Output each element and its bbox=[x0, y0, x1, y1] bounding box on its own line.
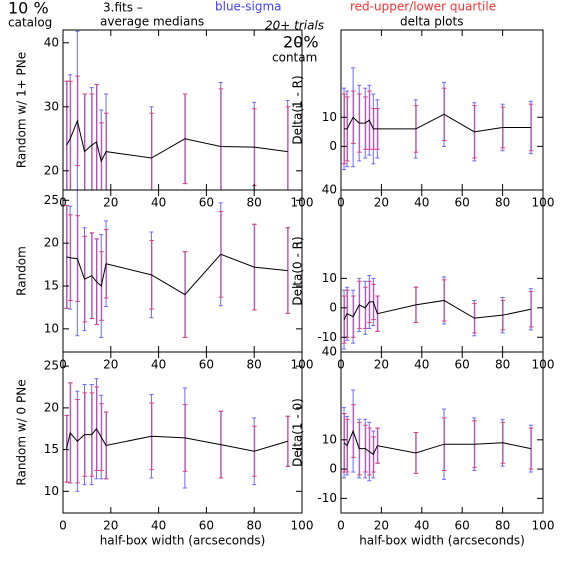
x-tick-label: 80 bbox=[247, 519, 262, 533]
y-tick-label: 25 bbox=[44, 193, 59, 207]
y-tick-label: 25 bbox=[44, 359, 59, 373]
x-tick-label: 80 bbox=[247, 358, 262, 372]
plot-area bbox=[64, 378, 291, 492]
plot-area bbox=[342, 67, 534, 171]
x-tick-label: 20 bbox=[103, 519, 118, 533]
x-axis-label: half-box width (arcseconds) bbox=[100, 534, 266, 548]
y-tick-label: 0 bbox=[329, 139, 337, 153]
x-tick-label: 80 bbox=[495, 196, 510, 210]
y-tick-label: 40 bbox=[44, 35, 59, 49]
median-line bbox=[66, 427, 288, 452]
plot-area bbox=[342, 274, 534, 350]
panel-frame bbox=[62, 189, 303, 353]
x-tick-label: 20 bbox=[374, 358, 389, 372]
y-tick-label: 0 bbox=[329, 462, 337, 476]
x-tick-label: 60 bbox=[199, 519, 214, 533]
panel-frame bbox=[340, 29, 544, 191]
x-tick-label: 80 bbox=[495, 519, 510, 533]
x-tick-label: 60 bbox=[455, 196, 470, 210]
y-axis-label: Random bbox=[15, 246, 29, 296]
header-contam: contam bbox=[272, 51, 317, 65]
x-tick-label: 40 bbox=[414, 519, 429, 533]
plot-area bbox=[342, 389, 534, 482]
y-tick-label: 10 bbox=[322, 432, 337, 446]
x-tick-label: 80 bbox=[247, 196, 262, 210]
x-tick-label: 20 bbox=[374, 196, 389, 210]
y-tick-label: 15 bbox=[44, 442, 59, 456]
x-tick-label: 20 bbox=[103, 196, 118, 210]
median-line bbox=[66, 119, 288, 163]
header-averages: average medians bbox=[100, 15, 204, 29]
y-tick-label: -10 bbox=[317, 491, 337, 505]
y-tick-label: 40 bbox=[322, 183, 337, 197]
x-tick-label: 0 bbox=[337, 519, 345, 533]
x-tick-label: 20 bbox=[374, 519, 389, 533]
x-tick-label: 40 bbox=[151, 196, 166, 210]
x-tick-label: 100 bbox=[532, 519, 555, 533]
x-tick-label: 60 bbox=[455, 519, 470, 533]
y-tick-label: -10 bbox=[317, 330, 337, 344]
y-tick-label: 20 bbox=[44, 236, 59, 250]
panel-frame bbox=[62, 29, 303, 191]
x-axis-label: half-box width (arcseconds) bbox=[359, 534, 525, 548]
y-tick-label: 10 bbox=[44, 321, 59, 335]
y-axis-label: Delta(0 - R) bbox=[291, 236, 305, 305]
y-tick-label: 30 bbox=[44, 99, 59, 113]
median-line bbox=[344, 113, 531, 133]
x-tick-label: 40 bbox=[151, 519, 166, 533]
x-tick-label: 60 bbox=[455, 358, 470, 372]
header-file: 3.fits – bbox=[103, 1, 143, 15]
header-quartile-note: red-upper/lower quartile bbox=[350, 0, 496, 14]
x-tick-label: 60 bbox=[199, 196, 214, 210]
header-sigma-note: blue-sigma bbox=[215, 0, 282, 14]
y-tick-label: 40 bbox=[322, 345, 337, 359]
x-tick-label: 0 bbox=[59, 519, 67, 533]
header-contam-percent: 20% bbox=[283, 33, 319, 52]
median-line bbox=[343, 429, 531, 456]
panel-frame bbox=[340, 189, 544, 353]
y-tick-label: 20 bbox=[44, 400, 59, 414]
y-axis-label: Delta(1 - 0) bbox=[291, 398, 305, 467]
median-line bbox=[66, 253, 288, 296]
y-tick-label: 0 bbox=[329, 300, 337, 314]
header-percent: 10 % bbox=[8, 0, 49, 18]
y-axis-label: Random w/ 1+ PNe bbox=[15, 52, 29, 168]
x-tick-label: 60 bbox=[199, 358, 214, 372]
panel-frame bbox=[340, 351, 544, 514]
plot-area bbox=[64, 30, 291, 190]
x-tick-label: 40 bbox=[414, 358, 429, 372]
y-tick-label: 10 bbox=[44, 484, 59, 498]
header-trials: 20+ trials bbox=[265, 19, 324, 33]
plot-area bbox=[64, 190, 291, 338]
x-tick-label: 80 bbox=[495, 358, 510, 372]
y-axis-label: Delta(1 - R) bbox=[291, 75, 305, 144]
x-tick-label: 20 bbox=[103, 358, 118, 372]
y-tick-label: 10 bbox=[322, 271, 337, 285]
y-tick-label: 20 bbox=[44, 163, 59, 177]
y-tick-label: 10 bbox=[322, 110, 337, 124]
header-catalog: catalog bbox=[8, 16, 52, 30]
x-tick-label: 100 bbox=[291, 519, 314, 533]
header-delta: delta plots bbox=[400, 15, 463, 29]
y-axis-label: Random w/ 0 PNe bbox=[15, 379, 29, 485]
panel-frame bbox=[62, 351, 303, 514]
y-tick-label: 15 bbox=[44, 279, 59, 293]
x-tick-label: 40 bbox=[414, 196, 429, 210]
x-tick-label: 40 bbox=[151, 358, 166, 372]
median-line bbox=[343, 299, 531, 320]
